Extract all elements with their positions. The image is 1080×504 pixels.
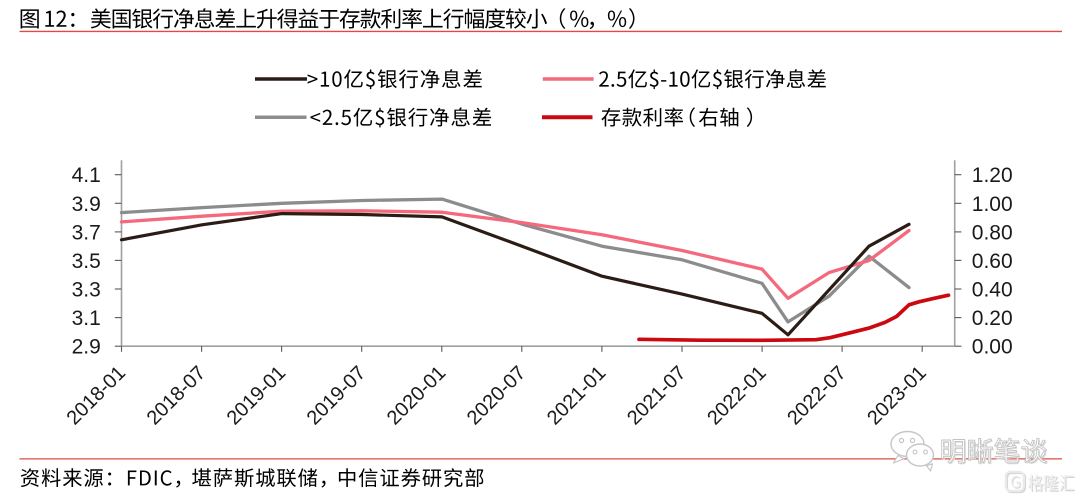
svg-text:3.3: 3.3: [72, 279, 101, 302]
svg-text:0.20: 0.20: [972, 307, 1013, 330]
svg-text:3.9: 3.9: [72, 193, 101, 216]
svg-text:4.1: 4.1: [72, 164, 101, 187]
svg-text:0.80: 0.80: [972, 221, 1013, 244]
svg-text:0.60: 0.60: [972, 250, 1013, 273]
svg-text:2.9: 2.9: [72, 336, 101, 359]
svg-text:3.7: 3.7: [72, 221, 101, 244]
svg-text:0.40: 0.40: [972, 279, 1013, 302]
svg-text:0.00: 0.00: [972, 336, 1013, 359]
svg-text:3.5: 3.5: [72, 250, 101, 273]
svg-text:1.00: 1.00: [972, 193, 1013, 216]
svg-text:1.20: 1.20: [972, 164, 1013, 187]
svg-text:3.1: 3.1: [72, 307, 101, 330]
